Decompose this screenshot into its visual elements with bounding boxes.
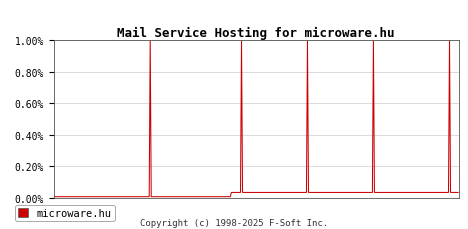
Text: Copyright (c) 1998-2025 F-Soft Inc.: Copyright (c) 1998-2025 F-Soft Inc. (140, 218, 328, 227)
Title: Mail Service Hosting for microware.hu: Mail Service Hosting for microware.hu (117, 27, 395, 40)
Legend: microware.hu: microware.hu (15, 205, 115, 221)
